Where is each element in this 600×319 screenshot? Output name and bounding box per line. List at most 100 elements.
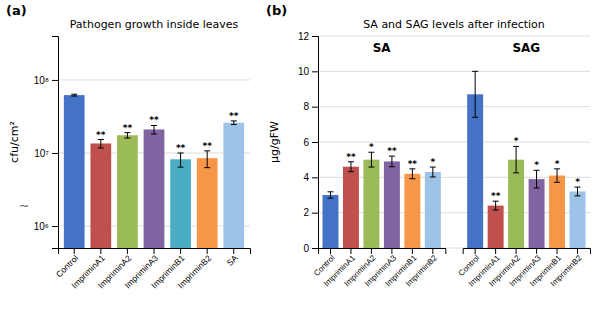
y-tick: 4 [303, 172, 318, 183]
y-tick-label: 2 [303, 207, 309, 218]
x-axis: ControlImpriminA1ImpriminA2ImpriminA3Imp… [457, 248, 591, 288]
error-bar [575, 187, 581, 196]
error-cap [472, 71, 478, 72]
bar [508, 160, 524, 248]
x-tick-mark [475, 248, 476, 254]
y-tick-label: 12 [298, 31, 310, 42]
error-line [207, 151, 208, 168]
error-cap [472, 117, 478, 118]
error-bar [513, 146, 519, 173]
y-tick-mark [52, 153, 58, 154]
bar [117, 135, 138, 248]
error-line [495, 201, 496, 210]
bar [467, 94, 483, 248]
y-tick-mark [52, 226, 58, 227]
x-tick-mark [350, 248, 351, 254]
error-line [432, 167, 433, 177]
x-tick: ImpriminB2 [549, 248, 584, 288]
group-label: SAG [512, 41, 540, 55]
y-tick: 6 [303, 137, 318, 148]
x-tick-mark [412, 248, 413, 254]
x-axis-line [59, 249, 251, 255]
significance: ** [229, 111, 239, 121]
x-tick: Control [54, 248, 81, 279]
y-axis-title: cfu/cm² [8, 121, 21, 163]
x-tick-mark [432, 248, 433, 254]
y-axis-line [312, 37, 319, 249]
y-axis-line [52, 37, 59, 249]
error-bar [493, 201, 499, 210]
error-cap [124, 138, 130, 139]
error-line [391, 156, 392, 167]
bar [223, 123, 244, 248]
error-cap [430, 176, 436, 177]
x-tick-label: ImpriminB2 [404, 253, 439, 288]
error-line [350, 162, 351, 172]
significance: * [555, 159, 560, 169]
y-axis-title: μg/gFW [268, 121, 281, 163]
significance: * [575, 177, 580, 187]
error-cap [348, 171, 354, 172]
x-tick-mark [371, 248, 372, 254]
significance: ** [149, 115, 159, 125]
grid [318, 36, 590, 248]
x-axis: ControlImpriminA1ImpriminA2ImpriminA3Imp… [312, 248, 446, 288]
labels: ************ [96, 111, 239, 153]
bar [144, 129, 165, 248]
error-cap [389, 166, 395, 167]
y-tick: 12 [298, 31, 318, 42]
y-tick-label: 0 [303, 243, 309, 254]
error-bar [554, 169, 560, 182]
error-cap [71, 94, 77, 95]
panel: ************ControlImpriminA1ImpriminA2I… [8, 18, 251, 290]
significance: * [534, 160, 539, 170]
x-tick-label: SA [225, 253, 240, 268]
x-tick-mark [495, 248, 496, 254]
error-bar [534, 170, 540, 188]
error-cap [151, 133, 157, 134]
error-line [100, 140, 101, 149]
grid-line [318, 106, 590, 107]
error-bar [124, 133, 130, 138]
chart: ************ControlImpriminA1ImpriminA2I… [0, 0, 600, 319]
bar [90, 143, 111, 248]
x-tick-mark [516, 248, 517, 254]
error-bar [151, 125, 157, 134]
x-tick: ImpriminB2 [404, 248, 439, 288]
error-line [233, 121, 234, 125]
error-cap [98, 148, 104, 149]
error-cap [409, 178, 415, 179]
error-bar [409, 169, 415, 179]
y-tick: 10⁸ [34, 75, 58, 86]
significance: ** [202, 141, 212, 151]
y-tick-label: 10⁶ [34, 221, 49, 232]
significance: ** [123, 123, 133, 133]
error-bar [178, 153, 184, 167]
x-tick: SA [225, 248, 240, 268]
x-tick: ImpriminB2 [176, 248, 214, 290]
error-line [536, 170, 537, 188]
error-cap [513, 172, 519, 173]
x-tick-mark [100, 248, 101, 254]
y-tick: 0 [303, 243, 318, 254]
error-cap [575, 195, 581, 196]
error-cap [327, 198, 333, 199]
error-line [180, 153, 181, 167]
y-tick: 10 [298, 66, 318, 77]
bar [197, 158, 218, 248]
error-bar [472, 71, 478, 117]
bar [323, 195, 339, 248]
annotation: ∼ [19, 198, 30, 213]
significance: * [514, 136, 519, 146]
grid-line [318, 36, 590, 37]
error-line [475, 71, 476, 117]
y-tick: 10⁷ [34, 148, 58, 159]
x-tick-label: ImpriminB2 [549, 253, 584, 288]
y-tick-mark [312, 36, 318, 37]
group-label: SA [373, 41, 392, 55]
error-bar [204, 151, 210, 168]
error-line [577, 187, 578, 196]
x-axis-line [463, 249, 590, 255]
y-tick-mark [312, 248, 318, 249]
error-bar [368, 152, 374, 167]
